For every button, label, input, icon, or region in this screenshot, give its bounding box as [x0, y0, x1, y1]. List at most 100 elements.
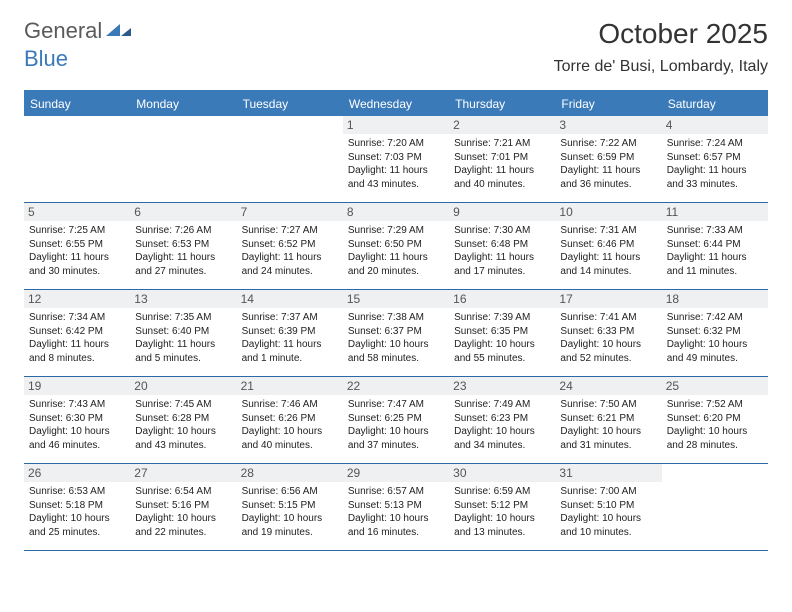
day-number: 27 — [130, 464, 236, 482]
sunset-line: Sunset: 6:53 PM — [135, 238, 231, 252]
day-cell: 10Sunrise: 7:31 AMSunset: 6:46 PMDayligh… — [555, 203, 661, 289]
day-cell: 16Sunrise: 7:39 AMSunset: 6:35 PMDayligh… — [449, 290, 555, 376]
day-cell: 15Sunrise: 7:38 AMSunset: 6:37 PMDayligh… — [343, 290, 449, 376]
arrow-icon — [106, 20, 132, 43]
sunrise-line: Sunrise: 7:26 AM — [135, 224, 231, 238]
day-cell: 13Sunrise: 7:35 AMSunset: 6:40 PMDayligh… — [130, 290, 236, 376]
sunrise-line: Sunrise: 7:47 AM — [348, 398, 444, 412]
logo: General — [24, 18, 134, 44]
sunset-line: Sunset: 6:35 PM — [454, 325, 550, 339]
week-row: 5Sunrise: 7:25 AMSunset: 6:55 PMDaylight… — [24, 203, 768, 290]
sunset-line: Sunset: 6:57 PM — [667, 151, 763, 165]
daylight-line: Daylight: 10 hours and 13 minutes. — [454, 512, 550, 539]
daylight-line: Daylight: 11 hours and 17 minutes. — [454, 251, 550, 278]
sunset-line: Sunset: 5:12 PM — [454, 499, 550, 513]
day-header: Tuesday — [237, 92, 343, 116]
day-cell: 12Sunrise: 7:34 AMSunset: 6:42 PMDayligh… — [24, 290, 130, 376]
day-cell: 28 Sunrise: 6:56 AMSunset: 5:15 PMDayligh… — [237, 464, 343, 550]
day-cell: 8Sunrise: 7:29 AMSunset: 6:50 PMDaylight… — [343, 203, 449, 289]
sunset-line: Sunset: 6:26 PM — [242, 412, 338, 426]
daylight-line: Daylight: 10 hours and 40 minutes. — [242, 425, 338, 452]
sunrise-line: Sunrise: 7:46 AM — [242, 398, 338, 412]
day-number: 2 — [449, 116, 555, 134]
sunset-line: Sunset: 6:59 PM — [560, 151, 656, 165]
day-cell: 22 Sunrise: 7:47 AMSunset: 6:25 PMDayligh… — [343, 377, 449, 463]
sunrise-line: Sunrise: 6:56 AM — [242, 485, 338, 499]
daylight-line: Daylight: 10 hours and 22 minutes. — [135, 512, 231, 539]
sunset-line: Sunset: 5:15 PM — [242, 499, 338, 513]
sunrise-line: Sunrise: 7:43 AM — [29, 398, 125, 412]
sunset-line: Sunset: 6:25 PM — [348, 412, 444, 426]
daylight-line: Daylight: 10 hours and 43 minutes. — [135, 425, 231, 452]
day-number: 10 — [555, 203, 661, 221]
day-cell: 6Sunrise: 7:26 AMSunset: 6:53 PMDaylight… — [130, 203, 236, 289]
sunset-line: Sunset: 6:55 PM — [29, 238, 125, 252]
day-cell: 23Sunrise: 7:49 AMSunset: 6:23 PMDayligh… — [449, 377, 555, 463]
daylight-line: Daylight: 10 hours and 37 minutes. — [348, 425, 444, 452]
sunrise-line: Sunrise: 7:33 AM — [667, 224, 763, 238]
day-cell — [237, 116, 343, 202]
day-cell: 24Sunrise: 7:50 AMSunset: 6:21 PMDayligh… — [555, 377, 661, 463]
day-number: 12 — [24, 290, 130, 308]
sunrise-line: Sunrise: 7:29 AM — [348, 224, 444, 238]
daylight-line: Daylight: 10 hours and 28 minutes. — [667, 425, 763, 452]
day-cell: 18Sunrise: 7:42 AMSunset: 6:32 PMDayligh… — [662, 290, 768, 376]
day-number: 21 — [237, 377, 343, 395]
month-title: October 2025 — [554, 18, 768, 50]
day-header: Thursday — [449, 92, 555, 116]
week-row: 26Sunrise: 6:53 AMSunset: 5:18 PMDayligh… — [24, 464, 768, 551]
logo-text-blue: Blue — [24, 46, 68, 71]
day-cell: 29Sunrise: 6:57 AMSunset: 5:13 PMDayligh… — [343, 464, 449, 550]
sunset-line: Sunset: 6:46 PM — [560, 238, 656, 252]
sunrise-line: Sunrise: 7:31 AM — [560, 224, 656, 238]
daylight-line: Daylight: 10 hours and 25 minutes. — [29, 512, 125, 539]
daylight-line: Daylight: 10 hours and 58 minutes. — [348, 338, 444, 365]
day-cell: 27Sunrise: 6:54 AMSunset: 5:16 PMDayligh… — [130, 464, 236, 550]
sunrise-line: Sunrise: 6:57 AM — [348, 485, 444, 499]
sunset-line: Sunset: 6:40 PM — [135, 325, 231, 339]
day-number: 20 — [130, 377, 236, 395]
sunrise-line: Sunrise: 7:45 AM — [135, 398, 231, 412]
day-number: 7 — [237, 203, 343, 221]
sunrise-line: Sunrise: 7:39 AM — [454, 311, 550, 325]
day-number: 8 — [343, 203, 449, 221]
sunset-line: Sunset: 6:20 PM — [667, 412, 763, 426]
location: Torre de' Busi, Lombardy, Italy — [554, 58, 768, 76]
sunrise-line: Sunrise: 7:20 AM — [348, 137, 444, 151]
day-number: 17 — [555, 290, 661, 308]
sunset-line: Sunset: 6:42 PM — [29, 325, 125, 339]
daylight-line: Daylight: 11 hours and 11 minutes. — [667, 251, 763, 278]
day-header: Monday — [130, 92, 236, 116]
logo-text-general: General — [24, 18, 102, 44]
day-number: 9 — [449, 203, 555, 221]
sunrise-line: Sunrise: 6:54 AM — [135, 485, 231, 499]
daylight-line: Daylight: 11 hours and 1 minute. — [242, 338, 338, 365]
day-number: 18 — [662, 290, 768, 308]
day-number: 26 — [24, 464, 130, 482]
day-number: 28 — [237, 464, 343, 482]
day-number: 22 — [343, 377, 449, 395]
sunrise-line: Sunrise: 7:41 AM — [560, 311, 656, 325]
day-number: 11 — [662, 203, 768, 221]
daylight-line: Daylight: 10 hours and 52 minutes. — [560, 338, 656, 365]
day-cell: 3Sunrise: 7:22 AMSunset: 6:59 PMDaylight… — [555, 116, 661, 202]
sunset-line: Sunset: 6:28 PM — [135, 412, 231, 426]
title-block: October 2025 Torre de' Busi, Lombardy, I… — [554, 18, 768, 76]
day-number: 29 — [343, 464, 449, 482]
sunrise-line: Sunrise: 7:22 AM — [560, 137, 656, 151]
weeks-container: 1Sunrise: 7:20 AMSunset: 7:03 PMDaylight… — [24, 116, 768, 551]
sunset-line: Sunset: 5:10 PM — [560, 499, 656, 513]
day-cell: 31Sunrise: 7:00 AMSunset: 5:10 PMDayligh… — [555, 464, 661, 550]
sunrise-line: Sunrise: 7:00 AM — [560, 485, 656, 499]
daylight-line: Daylight: 11 hours and 30 minutes. — [29, 251, 125, 278]
sunset-line: Sunset: 6:50 PM — [348, 238, 444, 252]
day-header: Saturday — [662, 92, 768, 116]
day-cell: 25Sunrise: 7:52 AMSunset: 6:20 PMDayligh… — [662, 377, 768, 463]
day-header: Sunday — [24, 92, 130, 116]
daylight-line: Daylight: 11 hours and 27 minutes. — [135, 251, 231, 278]
daylight-line: Daylight: 10 hours and 10 minutes. — [560, 512, 656, 539]
week-row: 12Sunrise: 7:34 AMSunset: 6:42 PMDayligh… — [24, 290, 768, 377]
sunrise-line: Sunrise: 7:27 AM — [242, 224, 338, 238]
daylight-line: Daylight: 11 hours and 33 minutes. — [667, 164, 763, 191]
daylight-line: Daylight: 10 hours and 19 minutes. — [242, 512, 338, 539]
